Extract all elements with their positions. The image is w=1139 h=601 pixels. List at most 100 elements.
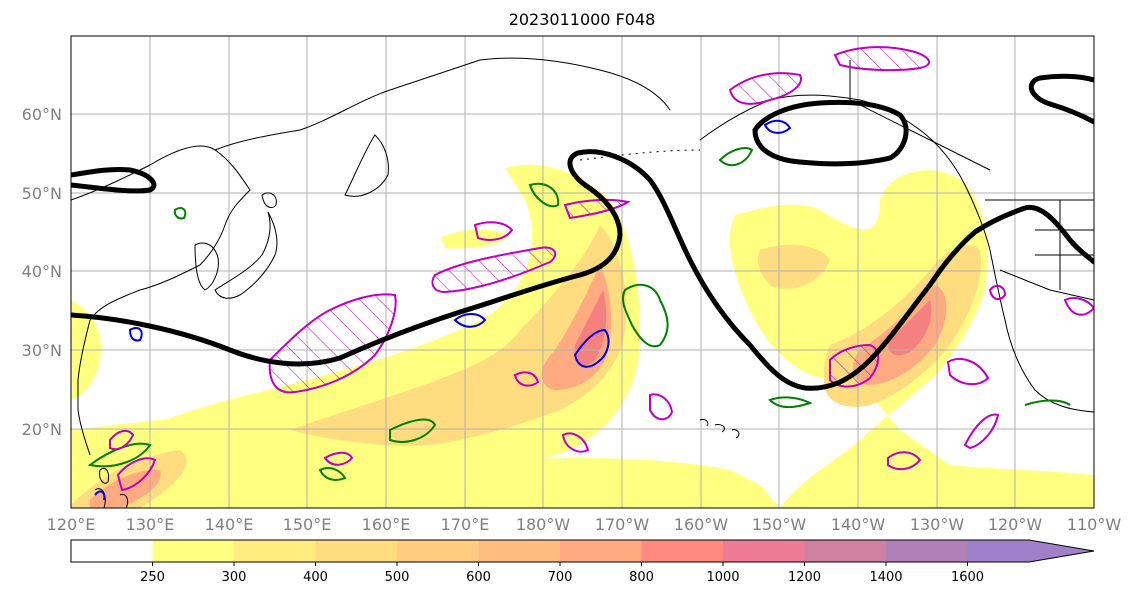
ivt-400-west	[290, 225, 627, 446]
black-contour-ne	[1028, 73, 1094, 125]
ivt-250-west-blob	[440, 229, 510, 249]
colorbar-segment	[723, 540, 805, 562]
lon-label: 150°W	[752, 515, 807, 534]
lat-labels: 60°N 50°N 40°N 30°N 20°N	[22, 105, 62, 439]
asia-coast	[71, 145, 251, 456]
green-contour	[389, 418, 437, 443]
blue-contour	[94, 490, 106, 501]
black-contours	[71, 73, 1094, 391]
lon-label: 160°E	[362, 515, 411, 534]
ivt-250-east-south	[830, 465, 1094, 508]
lon-label: 160°W	[674, 515, 729, 534]
magenta-hatched-region	[431, 246, 557, 294]
magenta-contour	[109, 429, 135, 451]
map-title: 2023011000 F048	[509, 10, 656, 29]
japan-honshu	[214, 211, 278, 299]
lat-label: 30°N	[22, 341, 62, 360]
black-contour-west-loop	[71, 167, 157, 194]
green-contours	[87, 147, 1071, 481]
magenta-hatched-region	[833, 46, 930, 72]
colorbar-outline	[70, 539, 1095, 563]
colorbar-segment	[886, 540, 968, 562]
lat-label: 50°N	[22, 184, 62, 203]
colorbar-label: 1400	[869, 570, 902, 585]
magenta-contour	[946, 358, 990, 386]
ivt-250-band-south	[71, 410, 780, 508]
colorbar-label: 700	[548, 570, 573, 585]
lat-label: 40°N	[22, 262, 62, 281]
colorbar-segment	[967, 540, 1094, 562]
colorbar-segment	[478, 540, 560, 562]
magenta-contour	[1063, 297, 1094, 316]
colorbar-label: 600	[466, 570, 491, 585]
hawaii	[699, 419, 740, 439]
magenta-contour	[116, 457, 157, 492]
korea-peninsula	[194, 242, 219, 291]
magenta-contour	[513, 371, 540, 387]
green-contour	[768, 396, 813, 409]
magenta-hatched-region	[829, 343, 880, 388]
map-frame	[70, 35, 1095, 509]
green-contour	[718, 147, 754, 167]
blue-contour	[573, 328, 610, 368]
siberia-coast	[214, 57, 671, 151]
colorbar-segment	[397, 540, 479, 562]
colorbar-segment	[234, 540, 316, 562]
lat-label: 20°N	[22, 420, 62, 439]
lon-label: 140°E	[205, 515, 254, 534]
magenta-contour	[988, 284, 1007, 301]
lat-label: 60°N	[22, 105, 62, 124]
lon-label: 180°W	[516, 515, 571, 534]
kamchatka	[344, 134, 389, 197]
green-contour	[173, 207, 187, 220]
lon-label: 130°W	[910, 515, 965, 534]
magenta-hatched-region	[728, 72, 802, 105]
alaska-coast	[699, 94, 1094, 413]
colorbar-segment	[641, 540, 723, 562]
coastlines	[71, 57, 1094, 508]
colorbar-label: 250	[140, 570, 165, 585]
colorbar-label: 300	[222, 570, 247, 585]
green-contour	[318, 467, 347, 481]
blue-contour	[453, 313, 487, 328]
lon-label: 140°W	[831, 515, 886, 534]
green-contour	[87, 442, 152, 468]
colorbar-segment	[560, 540, 642, 562]
magenta-contour	[473, 221, 514, 241]
lon-label: 170°W	[595, 515, 650, 534]
magenta-contours	[109, 46, 1094, 492]
magenta-contour	[963, 413, 1000, 450]
magenta-hatched-region	[268, 293, 397, 394]
colorbar-segment	[804, 540, 886, 562]
magenta-contour	[887, 451, 922, 471]
colorbar-label: 800	[629, 570, 654, 585]
lon-label: 150°E	[283, 515, 332, 534]
green-contour	[1024, 399, 1071, 406]
green-contour	[622, 283, 669, 348]
magenta-contour	[323, 451, 354, 466]
colorbar-label: 1600	[951, 570, 984, 585]
black-contour-alaska-loop	[752, 99, 909, 167]
lon-label: 110°W	[1067, 515, 1122, 534]
colorbar-label: 1200	[788, 570, 821, 585]
green-contour	[528, 182, 560, 208]
ivt-400-east-upper	[758, 244, 830, 289]
map-area	[71, 36, 1094, 508]
lon-label: 120°W	[988, 515, 1043, 534]
colorbar-label: 1000	[706, 570, 739, 585]
lon-labels: 120°E 130°E 140°E 150°E 160°E 170°E 180°…	[47, 515, 1122, 534]
magenta-hatched-region	[563, 198, 631, 220]
blue-contours	[94, 119, 792, 501]
lon-label: 170°E	[441, 515, 490, 534]
colorbar-segment	[315, 540, 397, 562]
magenta-contour	[561, 432, 590, 453]
ivt-900-east	[888, 300, 932, 356]
lon-label: 130°E	[126, 515, 175, 534]
colorbar-segment	[71, 540, 153, 562]
black-contour-main	[71, 149, 1094, 391]
magenta-contour	[649, 393, 674, 421]
taiwan	[99, 467, 109, 484]
bc-border	[849, 60, 991, 171]
colorbar-segment	[152, 540, 234, 562]
colorbar-label: 500	[385, 570, 410, 585]
